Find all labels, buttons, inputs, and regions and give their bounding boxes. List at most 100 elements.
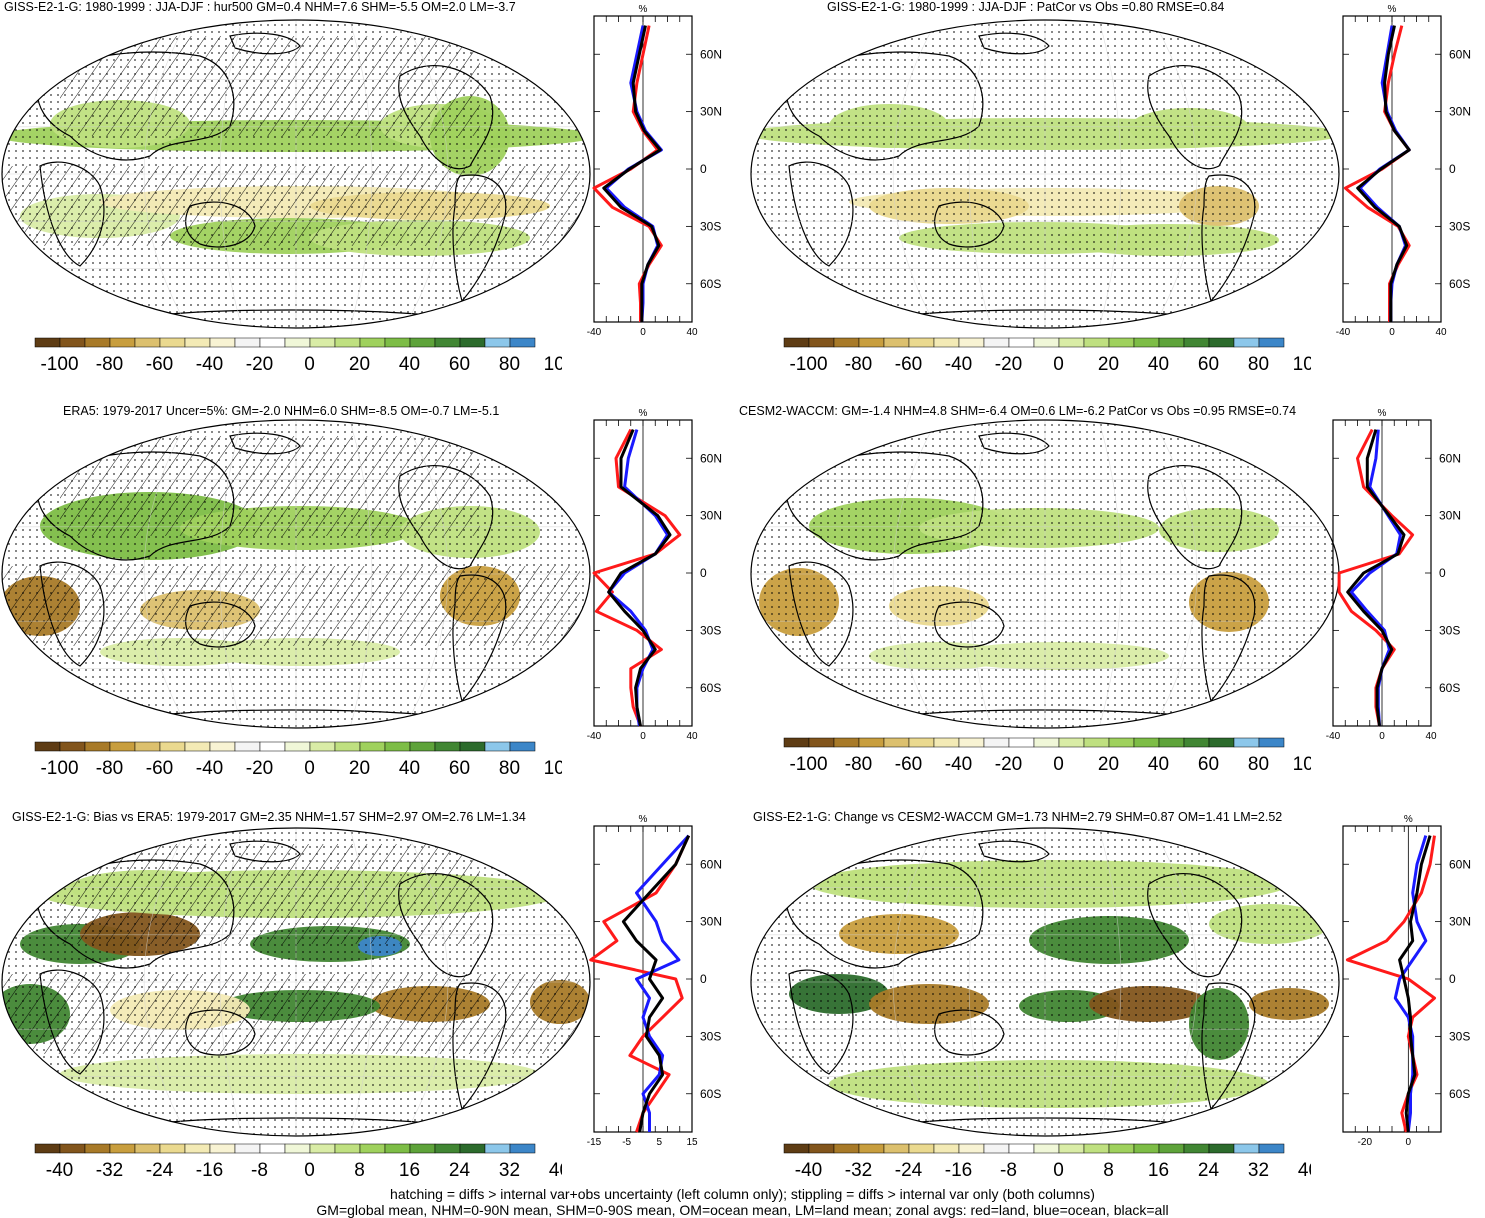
colorbar-tick-label: -20 [995,754,1022,775]
colorbar-tick-label: -60 [895,754,922,775]
colorbar-swatch [34,337,61,348]
panel-title: GISS-E2-1-G: 1980-1999 : JJA-DJF : hur50… [4,0,516,14]
colorbar-swatch [259,741,286,752]
zonal-xtick-label: 40 [1425,731,1437,742]
colorbar-swatch [309,1143,336,1154]
colorbar-swatch [184,741,211,752]
colorbar-swatch [359,741,386,752]
zonal-lat-label: 0 [1449,972,1456,986]
zonal-unit-label: % [1388,4,1397,15]
colorbar-tick-label: -80 [845,754,872,775]
colorbar-swatch [284,337,311,348]
zonal-lat-label: 60N [700,451,722,465]
colorbar-swatch [109,1143,136,1154]
colorbar-swatch [1158,337,1185,348]
zonal-lat-label: 60S [1449,1087,1470,1101]
panel-title: CESM2-WACCM: GM=-1.4 NHM=4.8 SHM=-6.4 OM… [739,404,1297,418]
zonal-lat-label: 60N [1449,47,1471,61]
colorbar-swatch [484,337,511,348]
zonal-xtick-label: -5 [622,1137,631,1148]
colorbar-swatch [109,337,136,348]
colorbar-swatch [209,337,236,348]
colorbar-tick-label: 32 [1248,1160,1269,1181]
colorbar-tick-label: 40 [399,354,420,375]
colorbar-tick-label: -8 [1000,1160,1017,1181]
colorbar-tick-label: -40 [945,754,972,775]
colorbar-swatch [833,1143,860,1154]
zonal-lat-label: 30S [700,219,721,233]
zonal-lat-label: 60S [700,277,721,291]
colorbar-swatch [159,1143,186,1154]
zonal-average-plot: % -20 0 60N 30N 0 30S 60S [1342,814,1471,1148]
colorbar-swatch [134,741,161,752]
zonal-lat-label: 0 [700,566,707,580]
colorbar-tick-label: 0 [304,758,315,779]
colorbar-swatch [209,1143,236,1154]
colorbar-swatch [833,737,860,748]
colorbar-swatch [234,337,261,348]
colorbar-tick-label: 8 [1103,1160,1114,1181]
colorbar-tick-label: 100 [1293,754,1311,775]
colorbar-swatch [259,1143,286,1154]
colorbar-swatch [34,741,61,752]
panel-2: GISS-E2-1-G: 1980-1999 : JJA-DJF : PatCo… [743,0,1485,380]
zonal-xtick-label: -40 [1336,327,1351,338]
colorbar-tick-label: 80 [499,354,520,375]
colorbar-swatch [384,337,411,348]
zonal-lat-label: 60S [700,681,721,695]
zonal-unit-label: % [1404,814,1413,825]
colorbar-swatch [509,741,536,752]
colorbar-tick-label: -20 [246,758,273,779]
zonal-xtick-label: 0 [1379,731,1385,742]
colorbar-swatch [958,337,985,348]
colorbar: -100 -80 -60 -40 -20 0 20 40 60 80 100 [34,337,562,375]
zonal-lat-label: 30N [1439,509,1461,523]
colorbar-swatch [459,1143,486,1154]
zonal-series-land [589,834,691,1133]
colorbar-swatch [59,741,86,752]
zonal-series-ocean [635,834,690,1132]
colorbar-tick-label: -40 [196,354,223,375]
colorbar-swatch [34,1143,61,1154]
zonal-lat-label: 30N [1449,105,1471,119]
panel-3: ERA5: 1979-2017 Uncer=5%: GM=-2.0 NHM=6.… [0,404,742,780]
zonal-xtick-label: 40 [686,731,698,742]
zonal-unit-label: % [639,408,648,419]
colorbar-swatch [484,1143,511,1154]
colorbar: -40 -32 -24 -16 -8 0 8 16 24 32 40 [34,1143,562,1181]
colorbar-swatch [434,741,461,752]
zonal-lat-label: 60S [1449,277,1470,291]
colorbar-swatch [1058,1143,1085,1154]
zonal-unit-label: % [1378,408,1387,419]
colorbar-tick-label: 0 [1053,754,1064,775]
colorbar-swatch [1033,1143,1060,1154]
zonal-series-land [1337,428,1415,727]
colorbar-swatch [808,737,835,748]
colorbar-swatch [858,337,885,348]
colorbar-tick-label: -100 [789,354,827,375]
zonal-xtick-label: -40 [587,327,602,338]
colorbar-swatch [409,337,436,348]
colorbar-swatch [1108,737,1135,748]
colorbar-swatch [159,337,186,348]
zonal-lat-label: 30S [1449,1029,1470,1043]
footer-legend-note: GM=global mean, NHM=0-90N mean, SHM=0-90… [316,1202,1169,1218]
colorbar-swatch [1183,337,1210,348]
zonal-series-ocean [604,25,663,323]
colorbar-swatch [1083,1143,1110,1154]
colorbar-swatch [259,337,286,348]
colorbar-swatch [384,741,411,752]
zonal-xtick-label: 5 [657,1137,663,1148]
zonal-series-all [607,429,672,727]
zonal-series-ocean [1358,25,1411,322]
colorbar-tick-label: 8 [354,1160,365,1181]
colorbar-tick-label: 40 [399,758,420,779]
colorbar-swatch [334,1143,361,1154]
colorbar-swatch [958,737,985,748]
colorbar-tick-label: -40 [945,354,972,375]
colorbar-tick-label: 0 [304,354,315,375]
colorbar-swatch [509,337,536,348]
colorbar-swatch [1233,337,1260,348]
colorbar: -100 -80 -60 -40 -20 0 20 40 60 80 100 [34,741,562,779]
colorbar-tick-label: -60 [146,758,173,779]
